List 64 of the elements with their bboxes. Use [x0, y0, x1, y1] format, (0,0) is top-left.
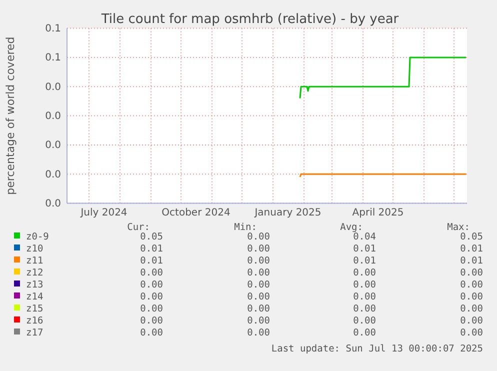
text: 0.00	[247, 256, 270, 266]
y-axis-title: percentage of world covered	[4, 36, 17, 195]
text: 0.01	[353, 256, 376, 266]
text: 0.04	[353, 232, 376, 242]
text: 0.00	[353, 268, 376, 278]
text: 0.00	[247, 292, 270, 302]
y-tick-label: 0.0	[45, 198, 61, 210]
text: 0.01	[353, 244, 376, 254]
chart-title: Tile count for map osmhrb (relative) - by year	[100, 12, 400, 27]
text: Min:	[234, 222, 257, 233]
text: 0.00	[460, 292, 484, 302]
text: 0.00	[353, 292, 376, 302]
x-tick-label: October 2024	[162, 207, 230, 218]
text: Max:	[447, 222, 470, 233]
text: 0.00	[353, 316, 376, 326]
legend-label: z10	[26, 244, 44, 254]
y-tick-label: 0.1	[45, 24, 61, 34]
text: 0.00	[140, 328, 164, 338]
y-tick-label: 0.0	[45, 169, 61, 180]
text: 0.05	[140, 232, 163, 242]
text: 0.00	[353, 280, 376, 290]
text: 0.00	[460, 304, 484, 314]
legend-label: z11	[26, 256, 44, 266]
x-tick-label: April 2025	[352, 207, 404, 218]
text: 0.00	[140, 292, 164, 302]
text: 0.00	[247, 244, 270, 254]
legend-label: z16	[26, 316, 44, 326]
text: 0.01	[140, 244, 164, 254]
text: 0.00	[140, 316, 164, 326]
text: Last update: Sun Jul 13 00:00:07 2025	[271, 344, 483, 354]
text: Cur:	[127, 222, 150, 233]
text: 0.00	[140, 268, 164, 278]
text: 0.00	[247, 280, 270, 290]
text: 0.00	[460, 316, 484, 326]
text: 0.00	[247, 328, 270, 338]
text: 0.00	[140, 304, 164, 314]
legend-label: z12	[26, 268, 44, 278]
legend-label: z14	[26, 292, 44, 302]
legend-label: z17	[26, 328, 44, 338]
y-tick-label: 0.1	[45, 52, 61, 64]
text: 0.01	[140, 256, 164, 266]
text: 0.00	[460, 280, 484, 290]
text: 0.00	[460, 268, 484, 278]
x-tick-label: January 2025	[254, 207, 322, 218]
text: 0.00	[460, 328, 484, 338]
y-tick-label: 0.0	[45, 111, 61, 122]
y-tick-label: 0.0	[45, 140, 61, 152]
text: 0.05	[460, 232, 483, 242]
text: Avg:	[340, 222, 363, 233]
line-series	[299, 56, 467, 100]
legend-label: z0-9	[26, 232, 50, 242]
text: 0.00	[247, 232, 270, 242]
legend-label: z13	[26, 280, 44, 290]
text: 0.01	[460, 244, 484, 254]
x-tick-label: July 2024	[80, 207, 128, 218]
text: 0.01	[460, 256, 484, 266]
y-tick-label: 0.0	[45, 82, 61, 93]
text: 0.00	[247, 268, 270, 278]
text: 0.00	[247, 304, 270, 314]
text: 0.00	[353, 304, 376, 314]
text: 0.00	[247, 316, 270, 326]
text: 0.00	[140, 280, 164, 290]
text: 0.00	[353, 328, 376, 338]
legend-label: z15	[26, 304, 44, 314]
